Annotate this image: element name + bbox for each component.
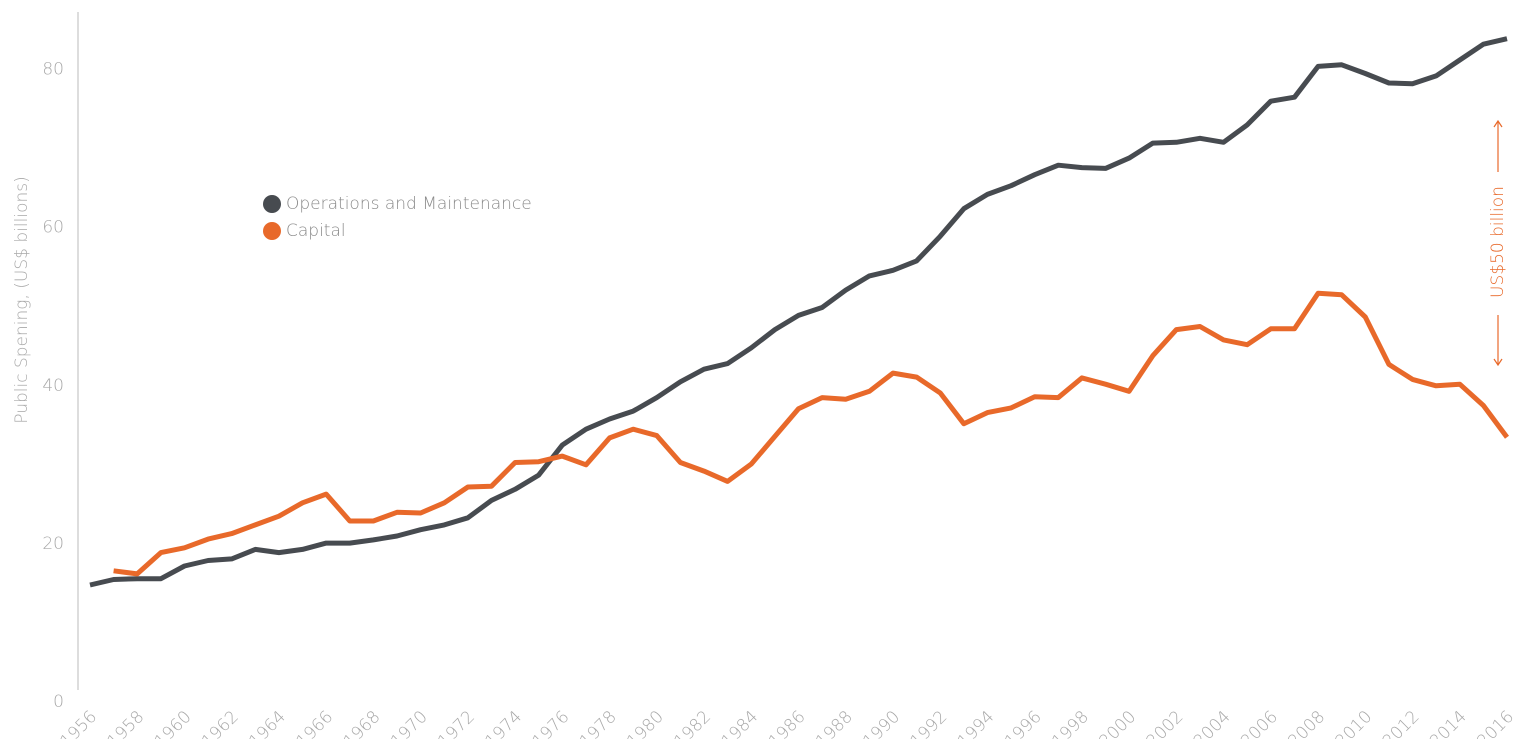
x-tick-label: 1998 (1048, 707, 1093, 739)
x-tick-label: 2004 (1190, 707, 1235, 739)
legend-label: Capital (286, 221, 346, 241)
x-tick-label: 1966 (293, 707, 338, 739)
x-tick-label: 2016 (1473, 707, 1518, 739)
x-tick-label: 1958 (104, 707, 149, 739)
x-tick-label: 1972 (434, 707, 479, 739)
x-tick-label: 1996 (1001, 707, 1046, 739)
x-tick-label: 1992 (907, 707, 952, 739)
x-tick-label: 1968 (340, 707, 385, 739)
annotation-arrowhead (1493, 358, 1503, 367)
x-tick-label: 2006 (1237, 707, 1282, 739)
x-tick-label: 2012 (1379, 707, 1424, 739)
x-tick-label: 1990 (859, 707, 904, 739)
x-tick-label: 2010 (1332, 707, 1377, 739)
x-tick-label: 2000 (1095, 707, 1140, 739)
annotation-arrowhead (1493, 119, 1503, 128)
x-tick-label: 1980 (623, 707, 668, 739)
x-tick-label: 1964 (245, 707, 290, 739)
x-tick-label: 1986 (765, 707, 810, 739)
x-tick-label: 2014 (1426, 707, 1471, 739)
annotation: US$50 billion (1488, 186, 1508, 298)
line-series (89, 36, 1508, 588)
y-tick-label: 20 (42, 534, 64, 554)
x-tick-label: 1982 (670, 707, 715, 739)
y-tick-label: 80 (42, 60, 64, 80)
x-tick-label: 1974 (481, 707, 526, 739)
legend-marker (263, 222, 281, 240)
y-tick-label: 0 (53, 692, 64, 712)
x-tick-label: 1976 (529, 707, 574, 739)
x-tick-label: 1984 (718, 707, 763, 739)
x-tick-label: 2008 (1284, 707, 1329, 739)
legend-marker (263, 195, 281, 213)
x-tick-label: 1988 (812, 707, 857, 739)
x-tick-label: 1978 (576, 707, 621, 739)
legend-label: Operations and Maintenance (286, 194, 532, 214)
x-tick-label: 2002 (1143, 707, 1188, 739)
y-axis-label: Public Spening, (US$ billions) (12, 176, 32, 423)
x-tick-label: 1960 (151, 707, 196, 739)
x-tick-label: 1970 (387, 707, 432, 739)
y-tick-label: 40 (42, 376, 64, 396)
x-tick-label: 1962 (198, 707, 243, 739)
x-tick-label: 1994 (954, 707, 999, 739)
line-series (113, 290, 1510, 577)
y-tick-label: 60 (42, 218, 64, 238)
